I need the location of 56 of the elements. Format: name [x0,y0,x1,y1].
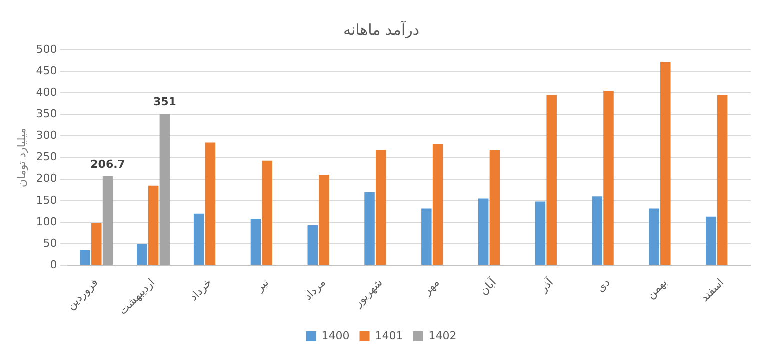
x-tick-label: فروردین [64,276,101,312]
bar [546,95,557,266]
y-tick-label: 500 [36,42,58,56]
bar [660,62,671,266]
x-tick-label: مرداد [302,276,328,303]
bar [592,196,602,266]
y-tick-label: 0 [50,258,58,272]
bar [706,216,716,266]
bar [649,208,660,266]
bar [604,90,614,266]
x-tick-label: بهمن [644,276,670,302]
bar [194,214,204,266]
y-tick-label: 50 [43,236,58,250]
y-tick-label: 350 [36,108,58,121]
legend-label: 1402 [428,329,457,342]
y-tick-label: 100 [36,215,58,228]
bar [422,208,432,266]
bar [478,198,489,266]
bar [717,95,728,266]
bar [92,223,102,266]
y-tick-label: 200 [36,172,58,186]
bar [137,244,148,266]
bar [262,160,272,266]
x-tick-label: آذر [536,274,557,296]
bar [490,150,500,266]
legend-label: 1401 [375,329,404,342]
x-tick-label: اردیبهشت [116,276,158,318]
bar [80,250,90,266]
x-tick-label: خرداد [187,276,215,304]
bar [205,142,216,266]
bar [250,219,262,266]
bar [319,175,330,266]
bar [535,202,546,266]
bar [308,226,318,266]
x-tick-label: شهریور [351,276,386,310]
data-label: 351 [153,96,176,109]
bar [160,114,170,266]
y-tick-label: 250 [36,150,58,164]
y-axis-title: میلیارد تومان [15,128,28,188]
y-tick-label: 150 [36,194,58,207]
bar [148,186,159,266]
chart-title: درآمد ماهانه [343,20,420,39]
bar [102,176,114,266]
y-tick-label: 450 [36,64,58,78]
y-tick-label: 400 [36,86,58,99]
x-tick-label: تیر [252,276,272,295]
y-tick-label: 300 [36,129,58,142]
legend-label: 1400 [322,329,350,342]
data-label: 206.7 [90,158,126,171]
x-tick-label: اسفند [698,276,727,304]
bar [364,192,375,266]
bar [376,150,386,266]
x-tick-label: مهر [420,276,442,298]
bar [432,144,444,266]
x-tick-label: دی [594,276,613,295]
x-tick-label: آبان [476,274,500,298]
